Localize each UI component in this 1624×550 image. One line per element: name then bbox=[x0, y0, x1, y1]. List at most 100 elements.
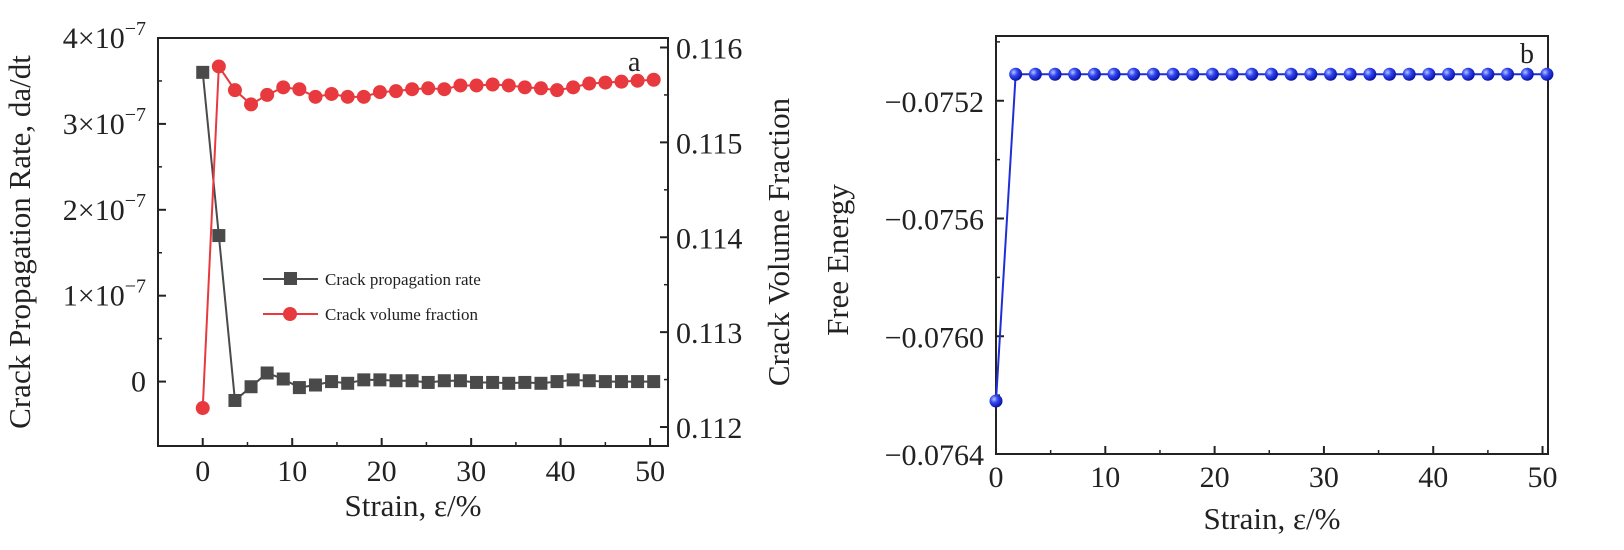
fraction-point bbox=[566, 80, 581, 95]
chart-a-x-ticks: 0 10 20 30 40 50 bbox=[195, 438, 665, 488]
chart-b-panel-label: b bbox=[1520, 39, 1534, 70]
y-tick-label: 2×10−7 bbox=[63, 190, 146, 227]
rate-point bbox=[260, 366, 274, 380]
y2-tick-label: 0.112 bbox=[676, 412, 742, 445]
y2-tick-label: 0.116 bbox=[676, 32, 742, 65]
rate-point bbox=[325, 375, 339, 389]
y-tick-label: −0.0760 bbox=[885, 321, 984, 354]
chart-b-y-axis-title: Free Energy bbox=[820, 184, 855, 336]
fraction-point bbox=[227, 83, 242, 98]
x-tick-label: 10 bbox=[277, 455, 307, 488]
chart-b-x-axis-title: Strain, ε/% bbox=[1203, 501, 1340, 536]
rate-point bbox=[647, 375, 661, 389]
rate-point bbox=[550, 375, 564, 389]
fraction-point bbox=[356, 89, 371, 104]
chart-a-legend: Crack propagation rate Crack volume frac… bbox=[263, 270, 481, 324]
y2-tick-label: 0.115 bbox=[676, 127, 742, 160]
rate-point bbox=[292, 381, 306, 395]
fraction-point bbox=[324, 86, 339, 101]
energy-point bbox=[1068, 67, 1082, 81]
chart-a-y2-axis-title: Crack Volume Fraction bbox=[761, 97, 796, 386]
fraction-point bbox=[485, 77, 500, 92]
energy-point bbox=[1284, 67, 1298, 81]
chart-a-series-fraction bbox=[195, 59, 661, 416]
fraction-point bbox=[421, 81, 436, 96]
x-tick-label: 40 bbox=[1418, 461, 1448, 494]
fraction-point bbox=[405, 82, 420, 97]
fraction-point bbox=[469, 78, 484, 93]
energy-point bbox=[1402, 67, 1416, 81]
energy-point bbox=[1264, 67, 1278, 81]
chart-a-frame bbox=[157, 37, 669, 447]
energy-point bbox=[1009, 67, 1023, 81]
y-tick-label: −0.0752 bbox=[885, 86, 984, 119]
x-tick-label: 50 bbox=[635, 455, 665, 488]
energy-point bbox=[1048, 67, 1062, 81]
fraction-point bbox=[372, 85, 387, 100]
energy-point bbox=[1442, 67, 1456, 81]
x-tick-label: 30 bbox=[1309, 461, 1339, 494]
rate-point bbox=[405, 374, 419, 388]
energy-point bbox=[1540, 67, 1554, 81]
energy-point bbox=[1343, 67, 1357, 81]
rate-point bbox=[614, 375, 628, 389]
x-tick-label: 50 bbox=[1528, 461, 1558, 494]
fraction-point bbox=[260, 87, 275, 102]
fraction-point bbox=[630, 73, 645, 88]
chart-b-frame bbox=[995, 35, 1549, 455]
fraction-point bbox=[533, 81, 548, 96]
fraction-point bbox=[211, 59, 226, 74]
rate-point bbox=[308, 378, 322, 392]
fraction-point bbox=[292, 82, 307, 97]
rate-point bbox=[486, 375, 500, 389]
rate-point bbox=[566, 373, 580, 387]
chart-a-x-axis-title: Strain, ε/% bbox=[344, 488, 481, 523]
energy-point bbox=[1520, 67, 1534, 81]
fraction-point bbox=[389, 84, 403, 99]
legend-rate-marker bbox=[284, 272, 297, 285]
y-tick-label: 4×10−7 bbox=[63, 18, 146, 55]
chart-b-y-ticks: −0.0752 −0.0756 −0.0760 −0.0764 bbox=[885, 41, 1004, 472]
rate-point bbox=[373, 373, 387, 387]
energy-point bbox=[989, 394, 1003, 408]
energy-point bbox=[1166, 67, 1180, 81]
rate-point bbox=[470, 375, 484, 389]
y2-tick-label: 0.113 bbox=[676, 317, 742, 350]
y-tick-label: 3×10−7 bbox=[63, 104, 146, 141]
chart-a-y-axis-title: Crack Propagation Rate, da/dt bbox=[2, 55, 37, 429]
rate-point bbox=[534, 376, 548, 390]
rate-point bbox=[453, 374, 467, 388]
y-tick-label: −0.0764 bbox=[885, 439, 984, 472]
fraction-point bbox=[598, 75, 613, 90]
energy-point bbox=[1501, 67, 1515, 81]
fraction-point bbox=[340, 89, 355, 104]
fraction-point bbox=[453, 78, 468, 93]
y-tick-label: 0 bbox=[131, 366, 146, 399]
fraction-point bbox=[550, 83, 565, 98]
energy-point bbox=[1363, 67, 1377, 81]
chart-a-y2-ticks: 0.112 0.113 0.114 0.115 0.116 bbox=[660, 32, 742, 445]
energy-line bbox=[995, 73, 1547, 402]
energy-point bbox=[1028, 67, 1042, 81]
energy-point bbox=[1186, 67, 1200, 81]
rate-point bbox=[196, 65, 210, 79]
energy-point bbox=[1205, 67, 1219, 81]
legend-fraction-marker bbox=[283, 307, 297, 321]
energy-point bbox=[1304, 67, 1318, 81]
energy-point bbox=[1146, 67, 1160, 81]
y-tick-label: 1×10−7 bbox=[63, 276, 146, 313]
rate-point bbox=[341, 376, 355, 390]
x-tick-label: 0 bbox=[195, 455, 210, 488]
rate-point bbox=[357, 373, 371, 387]
rate-point bbox=[212, 229, 226, 243]
fraction-point bbox=[195, 401, 210, 416]
rate-point bbox=[276, 372, 290, 386]
fraction-point bbox=[517, 80, 532, 95]
fraction-point bbox=[582, 76, 597, 91]
rate-point bbox=[518, 375, 532, 389]
rate-point bbox=[582, 374, 596, 388]
rate-point bbox=[598, 375, 612, 389]
fraction-point bbox=[276, 80, 291, 95]
rate-point bbox=[437, 374, 451, 388]
rate-point bbox=[244, 380, 258, 394]
